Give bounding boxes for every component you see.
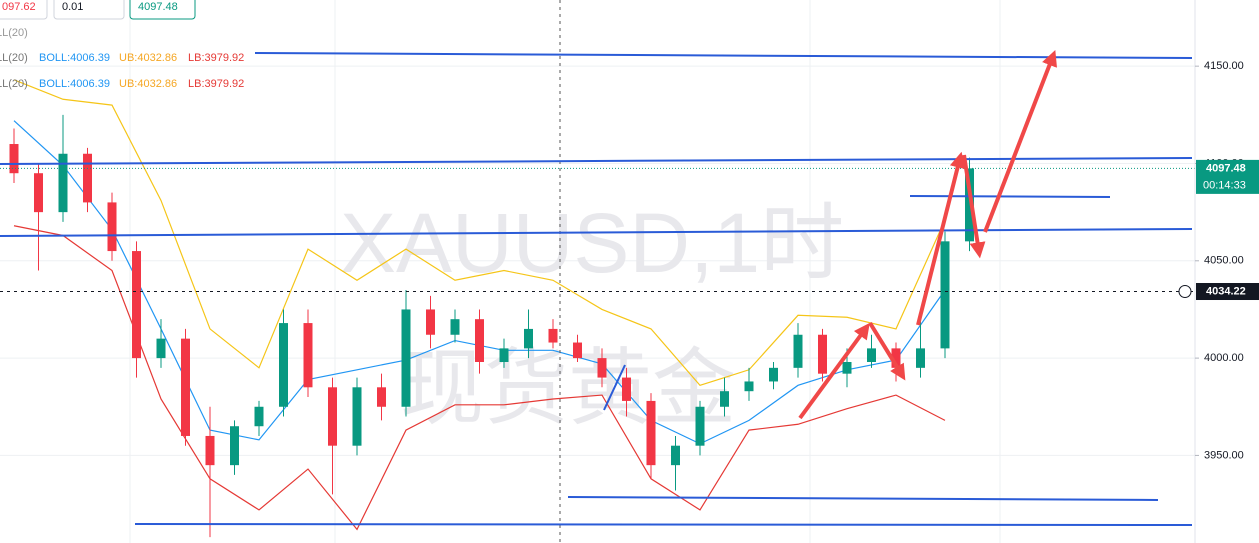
trend-line [603,364,626,411]
countdown: 00:14:33 [1203,179,1246,191]
trend-line [0,157,1193,165]
candle-body [475,319,484,362]
candle-body [34,173,43,213]
candle-body [450,319,460,335]
arrow [916,151,966,326]
candle-body [769,367,778,382]
candle-body [426,309,435,335]
price-axis [1195,0,1259,543]
candle-body [132,251,141,359]
legend-lb: LB:3979.92 [188,52,244,64]
candle-body [744,381,754,392]
arrow [868,321,906,381]
candle-body [940,241,950,349]
candle-body [597,358,607,378]
candle-body [83,153,92,203]
y-tick-label: 3950.00 [1204,449,1244,461]
candle-body [181,338,190,436]
candle-body [230,426,239,466]
candle-body [205,435,215,466]
candle-body [548,328,558,343]
candle-body [622,377,631,401]
arrow [962,154,986,259]
candle-body [646,400,656,466]
candle-body [695,406,705,446]
legend-lb: LB:3979.92 [188,78,244,90]
candle-body [156,338,166,359]
candle-body [254,406,264,427]
trend-line [567,496,1159,501]
watermark: XAUUSD,1时 [340,196,844,290]
candle-body [58,153,68,213]
band-line [13,79,946,387]
trend-line [134,523,1193,526]
candle-body [818,334,827,374]
candle-body [107,202,117,252]
y-tick-label: 4050.00 [1204,255,1244,267]
candle-body [328,387,337,446]
y-tick-label: 4150.00 [1204,60,1244,72]
legend-name: LL(20) [0,78,28,90]
trend-line [909,195,1111,198]
drawings [0,50,1193,526]
candle-body [842,362,852,374]
y-tick-label: 4000.00 [1204,352,1244,364]
price-tag-label: 4034.22 [1206,285,1246,297]
candle-body [303,323,313,388]
field[interactable] [53,0,125,20]
candle-body [377,387,386,407]
candle-body [916,348,925,368]
legend-ub: UB:4032.86 [119,52,177,64]
watermark: 现货黄金 [400,341,736,435]
candle-body [279,323,288,407]
price-tag-label: 4097.48 [1206,162,1246,174]
ask: 4097.48 [138,1,178,13]
field[interactable] [0,0,48,20]
candle-body [9,144,19,174]
crosshair-plus [1178,285,1192,299]
axis: 4150.004100.004050.004000.003950.004097.… [1178,60,1259,461]
legend-name: LL(20) [0,27,28,39]
legend: LL(20) LL(20) BOLL:4006.39 UB:4032.86 LB… [0,27,244,90]
band-line [13,225,946,531]
candle-body [793,334,803,368]
candle-body [524,328,533,349]
plot [0,79,1195,538]
legend-ub: UB:4032.86 [119,78,177,90]
toolbar: 097.62 0.01 4097.48 [0,0,196,20]
candle-body [573,342,582,359]
candle-body [352,387,362,446]
candle-body [965,168,974,242]
candle-body [891,348,901,368]
candle-body [401,309,411,407]
candle-body [671,445,680,466]
price-tag [1196,283,1259,301]
qty: 0.01 [62,1,83,13]
price-tag [1196,159,1259,194]
legend-boll: BOLL:4006.39 [39,78,110,90]
legend-name: LL(20) [0,52,28,64]
candle-body [720,391,729,407]
legend-boll: BOLL:4006.39 [39,52,110,64]
candle-body [499,348,509,362]
field[interactable] [129,0,196,20]
bid: 097.62 [2,1,36,13]
arrow [983,50,1058,233]
candle-body [867,348,876,362]
trend-line [254,52,1193,59]
arrow [798,322,870,420]
trend-line [0,228,1193,237]
